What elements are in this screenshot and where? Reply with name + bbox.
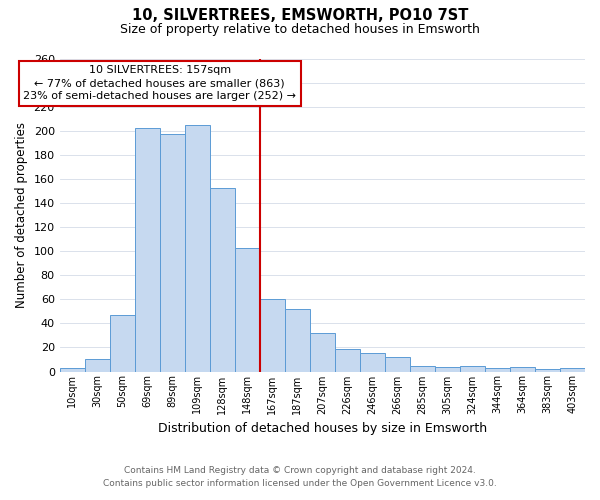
Bar — [185, 125, 210, 372]
Bar — [535, 369, 560, 372]
Bar — [335, 348, 360, 372]
Text: Size of property relative to detached houses in Emsworth: Size of property relative to detached ho… — [120, 22, 480, 36]
Bar — [360, 354, 385, 372]
Bar — [510, 366, 535, 372]
Text: 10, SILVERTREES, EMSWORTH, PO10 7ST: 10, SILVERTREES, EMSWORTH, PO10 7ST — [132, 8, 468, 22]
Bar — [85, 360, 110, 372]
Text: Contains HM Land Registry data © Crown copyright and database right 2024.
Contai: Contains HM Land Registry data © Crown c… — [103, 466, 497, 487]
Y-axis label: Number of detached properties: Number of detached properties — [15, 122, 28, 308]
Bar — [310, 333, 335, 372]
Bar — [210, 188, 235, 372]
Bar — [560, 368, 585, 372]
Bar — [485, 368, 510, 372]
Bar — [59, 368, 85, 372]
Bar — [385, 357, 410, 372]
X-axis label: Distribution of detached houses by size in Emsworth: Distribution of detached houses by size … — [158, 422, 487, 435]
Bar — [160, 134, 185, 372]
Bar — [435, 366, 460, 372]
Bar — [410, 366, 435, 372]
Bar — [135, 128, 160, 372]
Bar — [460, 366, 485, 372]
Bar — [285, 309, 310, 372]
Bar — [260, 300, 285, 372]
Text: 10 SILVERTREES: 157sqm
← 77% of detached houses are smaller (863)
23% of semi-de: 10 SILVERTREES: 157sqm ← 77% of detached… — [23, 65, 296, 102]
Bar — [235, 248, 260, 372]
Bar — [110, 315, 135, 372]
